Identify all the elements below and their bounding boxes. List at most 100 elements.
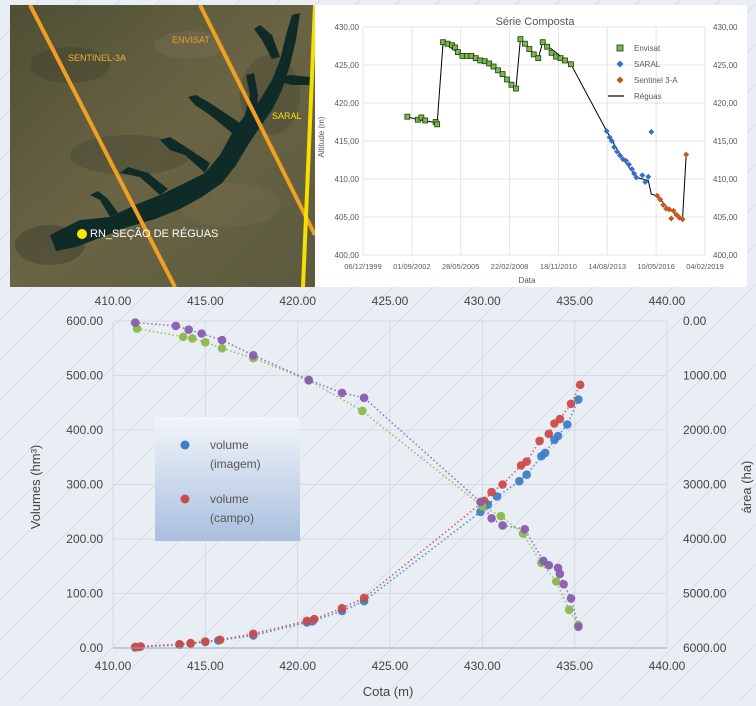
chart2-point-3 bbox=[559, 579, 568, 589]
chart2-point-3 bbox=[487, 514, 496, 523]
chart2-point-1 bbox=[544, 429, 554, 439]
chart2-point-2 bbox=[358, 406, 367, 416]
chart2-point-1 bbox=[249, 629, 258, 639]
chart1-y-tick: 415,00 bbox=[335, 137, 360, 146]
envisat-point bbox=[486, 60, 493, 67]
chart1-y-tick: 420,00 bbox=[335, 99, 360, 108]
chart1-y2-tick: 425,00 bbox=[713, 61, 738, 70]
envisat-point bbox=[522, 40, 528, 47]
chart2-point-3 bbox=[337, 388, 347, 398]
chart1-x-tick: 22/02/2008 bbox=[491, 262, 529, 271]
chart2-x-tick: 420.00 bbox=[279, 659, 316, 673]
chart2-point-3 bbox=[574, 622, 583, 631]
chart1-axes: 400,00 400,00 405,00 405,00 410,00 410,00 415,… bbox=[335, 23, 738, 271]
chart2-point-3 bbox=[249, 351, 258, 360]
chart2-x-top-tick: 425.00 bbox=[372, 294, 409, 308]
legend-label: Sentinel 3-A bbox=[634, 76, 678, 85]
chart1-x-tick: 04/02/2019 bbox=[686, 262, 724, 271]
volume-area-chart-panel: 0.00 6000.00 100.00 5000.00 200.00 4000.00 300… bbox=[0, 287, 756, 701]
sentinel-point bbox=[670, 207, 677, 214]
saral-point bbox=[625, 161, 632, 168]
satellite-image-panel: SENTINEL-3A ENVISAT SARAL RN_SEÇÃO DE RÉ… bbox=[10, 5, 315, 287]
saral-track bbox=[301, 5, 315, 287]
sentinel-point bbox=[660, 201, 667, 208]
chart2-point-1 bbox=[310, 614, 319, 624]
chart2-point-0 bbox=[553, 431, 563, 441]
envisat-label: ENVISAT bbox=[172, 35, 210, 45]
envisat-point bbox=[504, 76, 510, 83]
composite-series-chart: 400,00 400,00 405,00 405,00 410,00 410,00 415,… bbox=[317, 16, 738, 285]
legend-label: volume bbox=[210, 492, 249, 506]
saral-point bbox=[639, 172, 646, 179]
saral-point bbox=[608, 138, 615, 144]
legend-marker bbox=[180, 440, 190, 450]
chart2-point-0 bbox=[540, 448, 550, 458]
chart2-point-1 bbox=[215, 635, 225, 645]
chart1-y-tick: 430,00 bbox=[335, 23, 360, 32]
envisat-point bbox=[495, 67, 501, 74]
envisat-point bbox=[562, 57, 568, 64]
chart2-point-3 bbox=[197, 329, 206, 338]
chart2-y2-tick: 5000.00 bbox=[683, 587, 727, 601]
station-label: RN_SEÇÃO DE RÉGUAS bbox=[90, 227, 218, 240]
chart2-x-tick: 435.00 bbox=[556, 659, 593, 673]
envisat-point bbox=[544, 43, 551, 50]
envisat-point bbox=[568, 61, 574, 68]
chart2-ylabel: Volumes (hm³) bbox=[28, 445, 43, 530]
envisat-point bbox=[539, 39, 546, 46]
station-marker bbox=[77, 229, 87, 239]
chart1-y-tick: 405,00 bbox=[335, 213, 360, 222]
legend-marker bbox=[180, 494, 190, 504]
chart1-x-tick: 10/05/2016 bbox=[637, 262, 675, 271]
sentinel-point bbox=[673, 211, 680, 218]
envisat-point bbox=[490, 63, 497, 70]
chart2-x-top-tick: 440.00 bbox=[649, 294, 686, 308]
chart2-point-1 bbox=[337, 603, 347, 613]
saral-label: SARAL bbox=[272, 111, 302, 121]
chart2-point-3 bbox=[217, 335, 227, 345]
chart1-x-tick: 28/05/2005 bbox=[442, 262, 480, 271]
chart2-x-tick: 410.00 bbox=[95, 659, 132, 673]
sentinel-point bbox=[666, 206, 673, 213]
chart2-point-2 bbox=[496, 511, 506, 521]
legend-box bbox=[155, 417, 300, 541]
chart1-y2-tick: 400,00 bbox=[713, 251, 738, 260]
chart2-point-2 bbox=[201, 338, 210, 347]
chart2-y2label: área (ha) bbox=[739, 461, 754, 514]
legend-label: Envisat bbox=[634, 44, 661, 53]
chart2-x-tick: 425.00 bbox=[372, 659, 409, 673]
chart2-point-3 bbox=[476, 497, 485, 507]
chart2-point-1 bbox=[201, 637, 210, 646]
chart2-point-3 bbox=[544, 560, 554, 570]
chart2-point-2 bbox=[551, 577, 561, 586]
saral-point bbox=[622, 157, 629, 164]
envisat-point bbox=[530, 51, 537, 58]
chart2-point-1 bbox=[566, 399, 576, 409]
chart1-y2-tick: 410,00 bbox=[713, 175, 738, 184]
chart2-point-3 bbox=[498, 521, 507, 530]
chart2-axes: 0.00 6000.00 100.00 5000.00 200.00 4000.00 300… bbox=[66, 294, 726, 673]
saral-point bbox=[603, 128, 610, 135]
composite-series-chart-panel: 400,00 400,00 405,00 405,00 410,00 410,00 415,… bbox=[315, 5, 747, 287]
legend-envisat-marker bbox=[616, 44, 624, 52]
chart2-xlabel: Cota (m) bbox=[363, 684, 414, 699]
saral-point bbox=[614, 148, 621, 155]
chart2-point-2 bbox=[178, 332, 188, 342]
trendline-1 bbox=[135, 384, 581, 648]
legend-label: (imagem) bbox=[210, 457, 261, 471]
chart2-point-2 bbox=[188, 334, 197, 343]
chart1-series bbox=[404, 36, 690, 223]
chart2-point-1 bbox=[487, 487, 496, 497]
chart2-y-tick: 100.00 bbox=[66, 587, 103, 601]
envisat-point bbox=[418, 114, 425, 121]
chart2-point-0 bbox=[522, 470, 531, 479]
envisat-point bbox=[422, 117, 429, 124]
chart2-y-tick: 300.00 bbox=[66, 478, 103, 492]
saral-point bbox=[642, 179, 649, 186]
legend-diamond-marker bbox=[616, 60, 624, 68]
chart2-point-1 bbox=[575, 380, 585, 390]
sentinel-label: SENTINEL-3A bbox=[68, 53, 126, 63]
envisat-point bbox=[535, 55, 542, 62]
chart2-point-2 bbox=[217, 344, 227, 353]
chart2-point-1 bbox=[535, 436, 544, 446]
